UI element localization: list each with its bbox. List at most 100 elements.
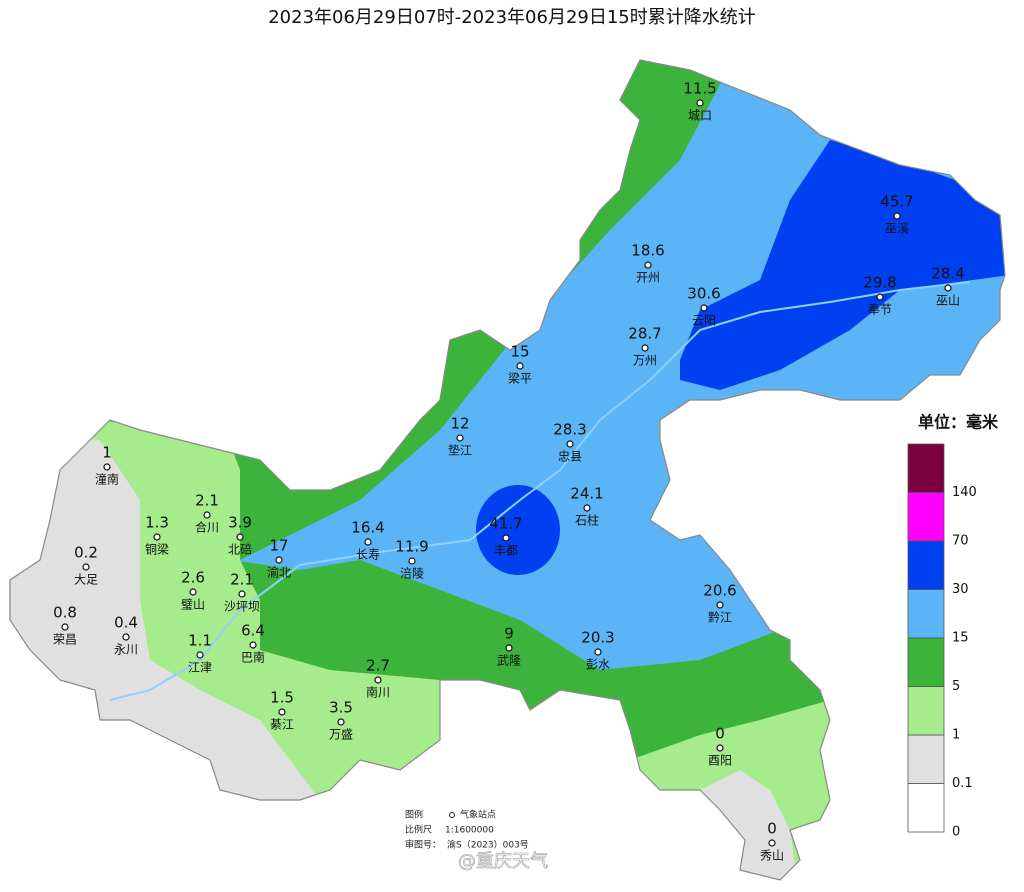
- station-dot: [238, 590, 246, 598]
- legend-label: 1: [952, 728, 960, 743]
- station-name: 巫山: [936, 294, 960, 308]
- footer-text: 渝S（2023）003号: [447, 839, 529, 851]
- station-value: 0: [767, 820, 777, 838]
- station: 20.6 黔江: [703, 582, 736, 625]
- legend-swatch: [907, 589, 945, 639]
- station-name: 潼南: [95, 472, 119, 487]
- station-name: 合川: [195, 520, 219, 535]
- legend-label: 5: [952, 679, 960, 694]
- station: 45.7 巫溪: [880, 193, 913, 236]
- area-30-70: [680, 140, 1005, 390]
- station-name: 南川: [366, 685, 390, 700]
- station-name: 荣昌: [53, 633, 77, 647]
- station-dot: [502, 534, 510, 542]
- legend-swatch: [907, 686, 945, 736]
- station-name: 大足: [74, 573, 98, 587]
- legend-swatch: [907, 443, 945, 493]
- station-value: 30.6: [687, 285, 720, 303]
- station-value: 20.6: [703, 582, 736, 600]
- legend-label: 140: [952, 485, 977, 500]
- station-name: 奉节: [868, 303, 892, 317]
- station-name: 万盛: [329, 727, 353, 742]
- station: 0 酉阳: [708, 725, 732, 768]
- station: 1.3 铜梁: [145, 514, 169, 557]
- station-dot: [153, 533, 161, 541]
- station-dot: [700, 304, 708, 312]
- legend-swatch: [907, 492, 945, 542]
- border: [9, 59, 1006, 881]
- station: 11.9 涪陵: [395, 538, 428, 581]
- station-value: 41.7: [489, 515, 522, 533]
- station-value: 12: [450, 415, 469, 433]
- legend-label: 30: [952, 582, 969, 597]
- station-name: 长寿: [356, 548, 380, 562]
- station-value: 0.4: [114, 614, 138, 632]
- station-name: 忠县: [558, 450, 582, 464]
- station-value: 6.4: [241, 622, 265, 640]
- station: 2.7 南川: [366, 657, 390, 700]
- station-value: 3.9: [228, 514, 252, 532]
- station-name: 璧山: [181, 597, 205, 612]
- station-value: 20.3: [581, 629, 614, 647]
- station: 29.8 奉节: [863, 274, 896, 317]
- station-name: 永川: [114, 643, 138, 657]
- station-value: 1.5: [270, 689, 294, 707]
- station-value: 0: [715, 725, 725, 743]
- station-value: 2.1: [230, 571, 254, 589]
- station: 2.6 璧山: [181, 569, 205, 612]
- station-value: 28.3: [553, 421, 586, 439]
- station: 20.3 彭水: [581, 629, 614, 672]
- station-value: 11.9: [395, 538, 428, 556]
- station: 0 秀山: [760, 820, 784, 863]
- station-dot: [566, 440, 574, 448]
- station-value: 0.8: [53, 604, 77, 622]
- station: 24.1 石柱: [570, 485, 603, 528]
- station: 2.1 合川: [195, 492, 219, 535]
- station: 17 渝北: [267, 537, 291, 580]
- legend-swatch: [907, 637, 945, 687]
- legend-label: 70: [952, 534, 969, 549]
- station-name: 开州: [636, 271, 660, 285]
- station-name: 巴南: [241, 650, 265, 665]
- station-value: 28.7: [628, 325, 661, 343]
- station-name: 丰都: [494, 544, 518, 558]
- station: 16.4 长寿: [351, 519, 384, 562]
- station-value: 3.5: [329, 699, 353, 717]
- station-value: 11.5: [683, 80, 716, 98]
- station-dot: [236, 533, 244, 541]
- station-dot: [103, 463, 111, 471]
- legend-swatch: [907, 783, 945, 833]
- station-value: 29.8: [863, 274, 896, 292]
- station: 12 垫江: [448, 415, 472, 458]
- station-dot: [893, 212, 901, 220]
- title: 2023年06月29日07时-2023年06月29日15时累计降水统计: [268, 7, 756, 28]
- footer-text: 气象站点: [460, 809, 496, 821]
- station-dot: [374, 676, 382, 684]
- station-name: 涪陵: [400, 566, 424, 581]
- station-dot: [505, 644, 513, 652]
- station-name: 秀山: [760, 849, 784, 863]
- station-dot: [249, 641, 257, 649]
- station: 15 梁平: [508, 343, 532, 386]
- station-dot: [944, 284, 952, 292]
- station: 28.4 巫山: [931, 265, 964, 308]
- station-name: 垫江: [448, 443, 472, 458]
- legend-title: 单位：毫米: [918, 413, 999, 432]
- station-dot: [82, 563, 90, 571]
- legend-swatch: [907, 734, 945, 784]
- station-dot: [716, 744, 724, 752]
- station-value: 1.1: [188, 632, 212, 650]
- station-value: 17: [269, 537, 288, 555]
- station-dot: [337, 718, 345, 726]
- station-value: 28.4: [931, 265, 964, 283]
- station-name: 彭水: [586, 658, 610, 672]
- area-30-70: [476, 485, 560, 575]
- station-value: 9: [504, 625, 514, 643]
- station-value: 18.6: [631, 242, 664, 260]
- station-dot: [456, 434, 464, 442]
- station-name: 武隆: [497, 653, 521, 668]
- station-dot: [876, 293, 884, 301]
- station: 3.9 北碚: [228, 514, 252, 557]
